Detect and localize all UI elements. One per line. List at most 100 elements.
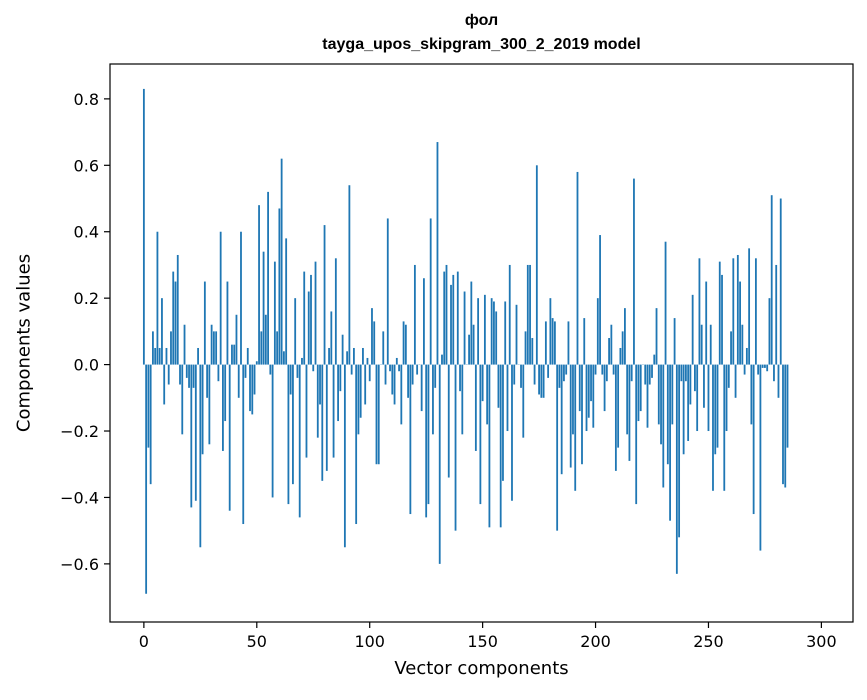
bar xyxy=(762,365,764,368)
y-tick-label: 0.0 xyxy=(74,356,99,375)
bar xyxy=(360,365,362,418)
bar xyxy=(479,365,481,505)
bar xyxy=(597,298,599,364)
bar xyxy=(437,142,439,365)
bar xyxy=(425,365,427,518)
bar xyxy=(190,365,192,508)
bar xyxy=(748,248,750,364)
bar xyxy=(455,365,457,531)
bar xyxy=(292,365,294,485)
bar xyxy=(649,365,651,385)
bar xyxy=(400,365,402,425)
bar xyxy=(552,318,554,365)
bar xyxy=(658,365,660,425)
bar xyxy=(457,272,459,365)
bar xyxy=(355,365,357,524)
bar xyxy=(475,365,477,451)
bar xyxy=(245,365,247,378)
bar xyxy=(728,365,730,388)
bar xyxy=(617,365,619,448)
bar xyxy=(714,365,716,455)
bar xyxy=(371,308,373,364)
bar xyxy=(689,365,691,405)
bar xyxy=(414,265,416,365)
bar xyxy=(694,365,696,392)
x-tick-label: 200 xyxy=(580,632,611,651)
bar xyxy=(224,365,226,421)
bar xyxy=(708,365,710,431)
bar xyxy=(782,365,784,485)
bar xyxy=(712,365,714,491)
bar xyxy=(536,165,538,364)
bar xyxy=(335,258,337,364)
bar xyxy=(595,365,597,375)
bar xyxy=(531,338,533,365)
bar xyxy=(306,365,308,458)
bar xyxy=(267,192,269,365)
bar xyxy=(780,199,782,365)
bar xyxy=(396,358,398,365)
bar xyxy=(333,365,335,458)
bar xyxy=(233,345,235,365)
bar xyxy=(154,348,156,365)
bar xyxy=(326,365,328,471)
bar xyxy=(581,365,583,465)
bar xyxy=(674,318,676,365)
y-tick-label: −0.2 xyxy=(60,422,99,441)
bar xyxy=(671,365,673,425)
bar xyxy=(559,365,561,388)
bar xyxy=(242,365,244,524)
bar xyxy=(746,348,748,365)
bar xyxy=(439,365,441,564)
bar xyxy=(525,331,527,364)
bar xyxy=(299,365,301,518)
bar xyxy=(778,365,780,398)
bar xyxy=(423,278,425,364)
bar xyxy=(692,295,694,365)
bar xyxy=(773,365,775,382)
bar xyxy=(290,365,292,395)
bar xyxy=(633,179,635,365)
bar xyxy=(619,348,621,365)
bar xyxy=(504,301,506,364)
bar xyxy=(391,365,393,395)
bar xyxy=(493,301,495,364)
bar xyxy=(211,325,213,365)
bar xyxy=(784,365,786,488)
bar xyxy=(448,365,450,478)
bar xyxy=(624,308,626,364)
bar xyxy=(382,331,384,364)
bar xyxy=(583,318,585,365)
bar xyxy=(222,365,224,451)
bar xyxy=(741,325,743,365)
x-tick-label: 100 xyxy=(354,632,385,651)
bar xyxy=(324,225,326,365)
bar xyxy=(638,365,640,421)
bar xyxy=(527,265,529,365)
bar xyxy=(511,365,513,501)
bar xyxy=(152,331,154,364)
bar xyxy=(703,365,705,408)
bar xyxy=(348,185,350,364)
bar xyxy=(647,365,649,428)
chart-title-line2: tayga_upos_skipgram_300_2_2019 model xyxy=(110,36,853,54)
bar xyxy=(251,365,253,415)
bar xyxy=(588,365,590,418)
bar xyxy=(599,235,601,365)
bar xyxy=(579,365,581,412)
bar xyxy=(358,365,360,435)
bar xyxy=(635,365,637,505)
bar xyxy=(565,365,567,375)
bar xyxy=(509,265,511,365)
bar xyxy=(161,298,163,364)
bar xyxy=(540,365,542,398)
bar xyxy=(186,365,188,378)
bar xyxy=(656,308,658,364)
bar xyxy=(258,205,260,364)
bar xyxy=(319,365,321,405)
bar xyxy=(344,365,346,548)
bar xyxy=(613,365,615,375)
bar xyxy=(150,365,152,485)
bar xyxy=(236,315,238,365)
